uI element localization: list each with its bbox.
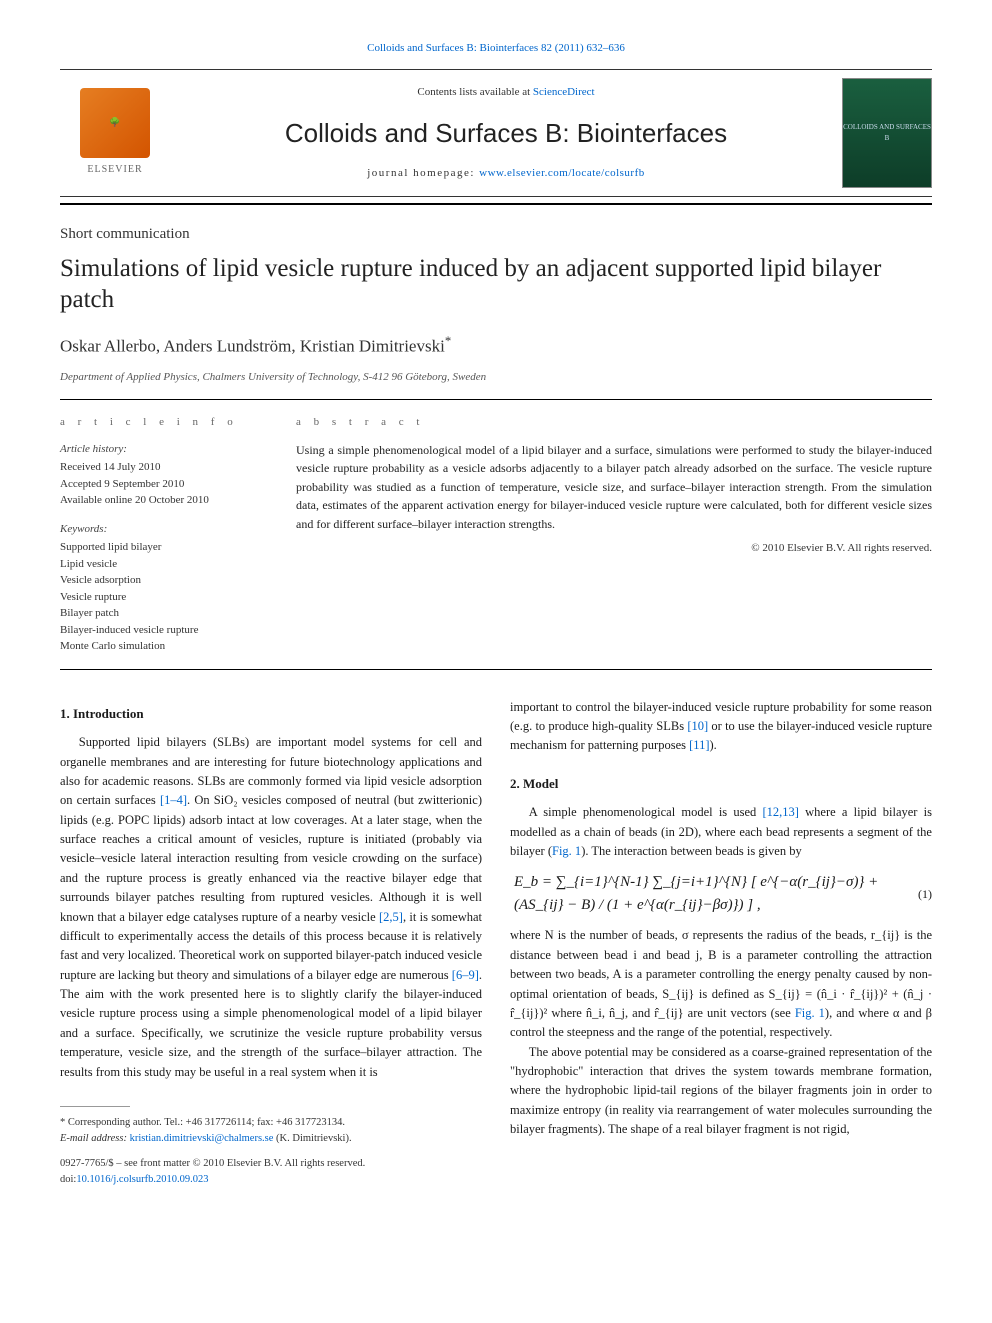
intro-paragraph: Supported lipid bilayers (SLBs) are impo… — [60, 733, 482, 1082]
sciencedirect-link[interactable]: ScienceDirect — [533, 86, 595, 98]
section-heading-intro: 1. Introduction — [60, 704, 482, 724]
email-link[interactable]: kristian.dimitrievski@chalmers.se — [130, 1133, 274, 1144]
history-label: Article history: — [60, 441, 264, 458]
abstract-heading: a b s t r a c t — [296, 414, 932, 431]
doi-link[interactable]: 10.1016/j.colsurfb.2010.09.023 — [76, 1174, 208, 1185]
email-footnote: E-mail address: kristian.dimitrievski@ch… — [60, 1131, 482, 1147]
text-run: ). The interaction between beads is give… — [581, 844, 802, 858]
journal-banner: 🌳 ELSEVIER Contents lists available at S… — [60, 69, 932, 197]
abstract-copyright: © 2010 Elsevier B.V. All rights reserved… — [296, 540, 932, 557]
history-online: Available online 20 October 2010 — [60, 492, 264, 509]
homepage-link[interactable]: www.elsevier.com/locate/colsurfb — [479, 167, 645, 179]
history-received: Received 14 July 2010 — [60, 459, 264, 476]
footnote-rule — [60, 1106, 130, 1107]
right-column: important to control the bilayer-induced… — [510, 698, 932, 1188]
keywords-block: Keywords: Supported lipid bilayer Lipid … — [60, 521, 264, 655]
publisher-name: ELSEVIER — [87, 162, 142, 177]
running-header-link[interactable]: Colloids and Surfaces B: Biointerfaces 8… — [367, 42, 625, 54]
journal-cover-thumbnail: COLLOIDS AND SURFACES B — [842, 78, 932, 188]
citation-link[interactable]: [11] — [689, 738, 709, 752]
keyword: Bilayer-induced vesicle rupture — [60, 622, 264, 639]
figure-link[interactable]: Fig. 1 — [795, 1006, 825, 1020]
equation-1-number: (1) — [902, 885, 932, 903]
figure-link[interactable]: Fig. 1 — [552, 844, 581, 858]
journal-homepage-line: journal homepage: www.elsevier.com/locat… — [170, 165, 842, 182]
keyword: Bilayer patch — [60, 605, 264, 622]
keyword: Supported lipid bilayer — [60, 539, 264, 556]
equation-1: E_b = ∑_{i=1}^{N-1} ∑_{j=i+1}^{N} [ e^{−… — [510, 871, 902, 916]
authors: Oskar Allerbo, Anders Lundström, Kristia… — [60, 332, 932, 359]
history-accepted: Accepted 9 September 2010 — [60, 476, 264, 493]
issn-line: 0927-7765/$ – see front matter © 2010 El… — [60, 1156, 482, 1172]
text-run: ). — [710, 738, 717, 752]
doi-line: doi:10.1016/j.colsurfb.2010.09.023 — [60, 1172, 482, 1188]
contents-line: Contents lists available at ScienceDirec… — [170, 84, 842, 101]
text-run: . On SiO₂ vesicles composed of neutral (… — [60, 793, 482, 923]
elsevier-tree-icon: 🌳 — [80, 88, 150, 158]
homepage-prefix: journal homepage: — [367, 167, 479, 179]
publisher-logo-block: 🌳 ELSEVIER — [60, 88, 170, 177]
abstract-block: a b s t r a c t Using a simple phenomeno… — [280, 399, 932, 669]
email-suffix: (K. Dimitrievski). — [273, 1133, 351, 1144]
left-column: 1. Introduction Supported lipid bilayers… — [60, 698, 482, 1188]
article-type: Short communication — [60, 223, 932, 246]
citation-link[interactable]: [2,5] — [379, 910, 403, 924]
citation-link[interactable]: [10] — [687, 719, 708, 733]
model-paragraph-3: The above potential may be considered as… — [510, 1043, 932, 1140]
article-info-heading: a r t i c l e i n f o — [60, 414, 264, 431]
email-label: E-mail address: — [60, 1133, 130, 1144]
citation-link[interactable]: [6–9] — [452, 968, 479, 982]
abstract-text: Using a simple phenomenological model of… — [296, 441, 932, 534]
section-heading-model: 2. Model — [510, 774, 932, 794]
equation-1-row: E_b = ∑_{i=1}^{N-1} ∑_{j=i+1}^{N} [ e^{−… — [510, 871, 932, 916]
author-names: Oskar Allerbo, Anders Lundström, Kristia… — [60, 336, 445, 355]
article-title: Simulations of lipid vesicle rupture ind… — [60, 253, 932, 316]
intro-continuation: important to control the bilayer-induced… — [510, 698, 932, 756]
text-run: . The aim with the work presented here i… — [60, 968, 482, 1079]
journal-title: Colloids and Surfaces B: Biointerfaces — [170, 114, 842, 153]
doi-prefix: doi: — [60, 1174, 76, 1185]
body-columns: 1. Introduction Supported lipid bilayers… — [60, 698, 932, 1188]
keywords-label: Keywords: — [60, 521, 264, 538]
banner-center: Contents lists available at ScienceDirec… — [170, 84, 842, 182]
model-paragraph-2: where N is the number of beads, σ repres… — [510, 926, 932, 1042]
corresponding-mark: * — [445, 334, 451, 348]
citation-link[interactable]: [12,13] — [762, 805, 798, 819]
keyword: Vesicle adsorption — [60, 572, 264, 589]
meta-row: a r t i c l e i n f o Article history: R… — [60, 399, 932, 670]
keyword: Monte Carlo simulation — [60, 638, 264, 655]
banner-rule — [60, 203, 932, 205]
contents-prefix: Contents lists available at — [417, 86, 532, 98]
model-paragraph-1: A simple phenomenological model is used … — [510, 803, 932, 861]
citation-link[interactable]: [1–4] — [160, 793, 187, 807]
running-header: Colloids and Surfaces B: Biointerfaces 8… — [60, 40, 932, 57]
corresponding-footnote: * Corresponding author. Tel.: +46 317726… — [60, 1115, 482, 1131]
keyword: Lipid vesicle — [60, 556, 264, 573]
text-run: A simple phenomenological model is used — [529, 805, 763, 819]
affiliation: Department of Applied Physics, Chalmers … — [60, 369, 932, 386]
keyword: Vesicle rupture — [60, 589, 264, 606]
article-info-block: a r t i c l e i n f o Article history: R… — [60, 399, 280, 669]
